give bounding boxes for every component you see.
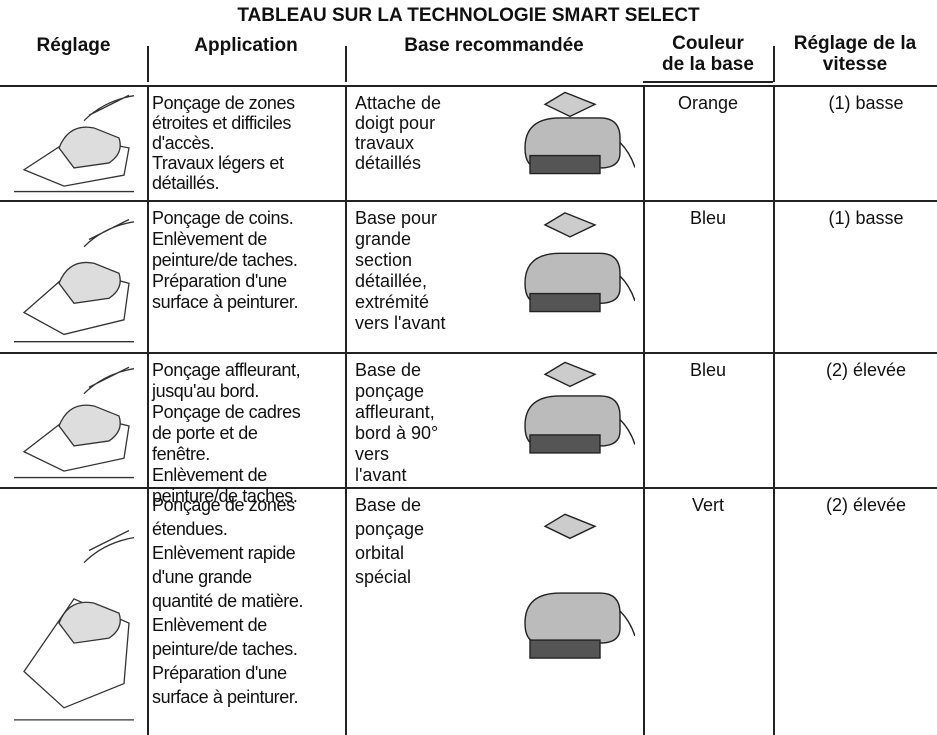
base-text: Base de xyxy=(355,495,422,515)
application-text: surface à peinturer. xyxy=(152,292,299,312)
base-text: détaillés xyxy=(355,153,422,173)
application-text: surface à peinturer. xyxy=(152,687,299,707)
base-text: ponçage xyxy=(355,381,425,401)
application-text: détaillés. xyxy=(152,173,220,193)
application-text: de porte et de xyxy=(152,423,258,443)
base-text: extrémité xyxy=(355,292,430,312)
column-header: Base recommandée xyxy=(404,35,584,56)
base-text: ponçage xyxy=(355,519,425,539)
base-text: doigt pour xyxy=(355,113,436,133)
base-color: Bleu xyxy=(689,360,727,380)
application-text: peinture/de taches. xyxy=(152,250,298,270)
base-text: Attache de xyxy=(355,93,442,113)
illustration xyxy=(14,218,135,343)
rule xyxy=(0,85,937,87)
application-text: étendues. xyxy=(152,519,228,539)
base-color: Orange xyxy=(677,93,739,113)
application-text: Travaux légers et xyxy=(152,153,284,173)
rule xyxy=(773,85,775,735)
speed: (1) basse xyxy=(828,208,904,228)
base-text: affleurant, xyxy=(355,402,435,422)
base-text: travaux xyxy=(355,133,415,153)
application-text: étroites et difficiles xyxy=(152,113,291,133)
rule xyxy=(643,81,773,83)
application-text: Ponçage affleurant, xyxy=(152,360,301,380)
rule xyxy=(773,46,775,82)
rule xyxy=(0,200,937,202)
base-text: spécial xyxy=(355,567,412,587)
application-text: Préparation d'une xyxy=(152,663,287,683)
base-text: vers l'avant xyxy=(355,313,446,333)
application-text: Enlèvement rapide xyxy=(152,543,296,563)
base-text: grande xyxy=(355,229,412,249)
illustration xyxy=(14,94,135,193)
illustration xyxy=(524,513,635,659)
application-text: peinture/de taches. xyxy=(152,486,298,506)
base-text: détaillée, xyxy=(355,271,428,291)
base-text: section xyxy=(355,250,413,270)
application-text: d'une grande xyxy=(152,567,252,587)
base-color: Bleu xyxy=(689,208,727,228)
base-text: vers xyxy=(355,444,390,464)
application-text: fenêtre. xyxy=(152,444,210,464)
illustration xyxy=(524,91,635,175)
base-text: Base de xyxy=(355,360,422,380)
column-header: Couleur xyxy=(672,33,744,54)
column-header: vitesse xyxy=(822,54,888,75)
application-text: Ponçage de cadres xyxy=(152,402,301,422)
speed: (2) élevée xyxy=(825,495,907,515)
application-text: d'accès. xyxy=(152,133,215,153)
rule xyxy=(643,85,645,735)
base-text: Base pour xyxy=(355,208,438,228)
application-text: quantité de matière. xyxy=(152,591,304,611)
speed: (2) élevée xyxy=(825,360,907,380)
base-text: l'avant xyxy=(355,465,407,485)
application-text: jusqu'au bord. xyxy=(152,381,259,401)
application-text: Enlèvement de xyxy=(152,615,267,635)
rule xyxy=(147,46,149,82)
speed: (1) basse xyxy=(828,93,904,113)
illustration xyxy=(14,529,135,721)
illustration xyxy=(14,366,135,479)
illustration xyxy=(524,361,635,454)
application-text: Ponçage de coins. xyxy=(152,208,294,228)
application-text: Enlèvement de xyxy=(152,229,267,249)
column-header: Réglage de la xyxy=(793,33,917,54)
rule xyxy=(147,85,149,735)
illustration xyxy=(524,212,635,313)
rule xyxy=(0,352,937,354)
column-header: de la base xyxy=(662,54,754,75)
rule xyxy=(0,487,937,489)
base-color: Vert xyxy=(691,495,725,515)
base-text: orbital xyxy=(355,543,405,563)
application-text: Ponçage de zones xyxy=(152,495,295,515)
rule xyxy=(345,46,347,82)
application-text: Ponçage de zones xyxy=(152,93,295,113)
column-header: Application xyxy=(194,35,298,56)
column-header: Réglage xyxy=(36,35,111,56)
application-text: Préparation d'une xyxy=(152,271,287,291)
rule xyxy=(345,85,347,735)
table-title: TABLEAU SUR LA TECHNOLOGIE SMART SELECT xyxy=(237,5,700,26)
base-text: bord à 90° xyxy=(355,423,439,443)
application-text: Enlèvement de xyxy=(152,465,267,485)
application-text: peinture/de taches. xyxy=(152,639,298,659)
